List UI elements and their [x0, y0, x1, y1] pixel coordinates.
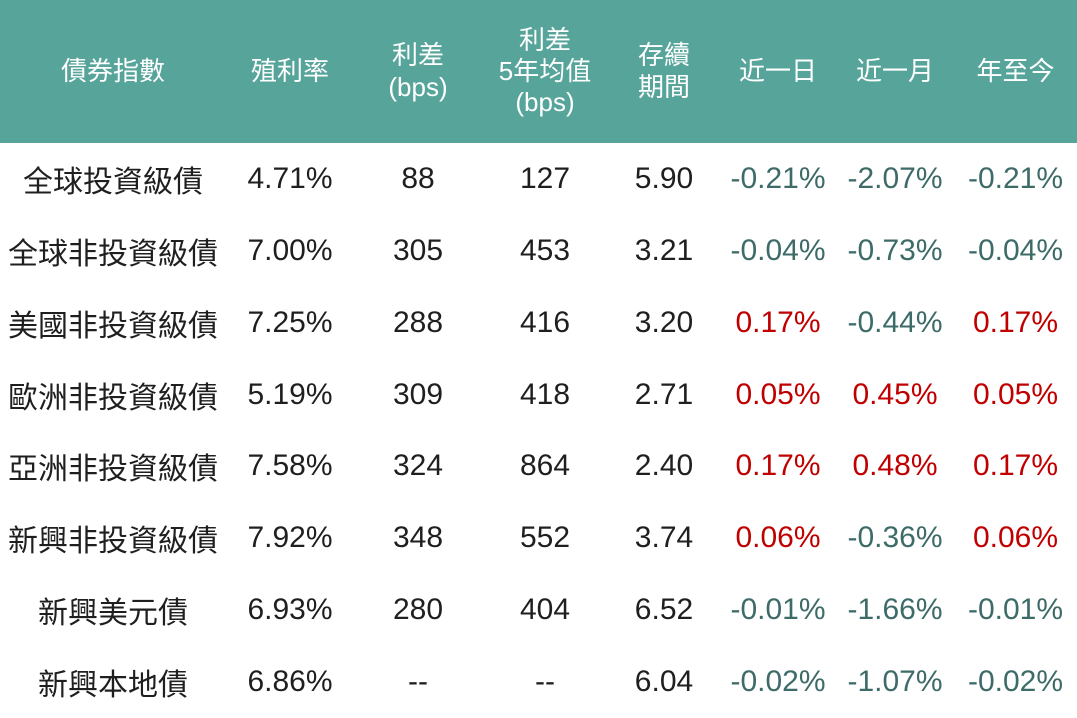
- change-ytd-value: 0.17%: [972, 305, 1059, 339]
- duration-value: 2.71: [634, 377, 694, 411]
- spread-bps-value: 88: [401, 161, 435, 195]
- yield-value: 7.58%: [247, 449, 333, 483]
- duration-value: 3.20: [634, 305, 694, 339]
- table-row: 全球非投資級債 7.00% 305 453 3.21 -0.04% -0.73%…: [0, 215, 1077, 287]
- spread-bps-value: 309: [392, 377, 444, 411]
- table-row: 新興本地債 6.86% -- -- 6.04 -0.02% -1.07% -0.…: [0, 646, 1077, 718]
- col-header-1m-change: 近一月: [855, 55, 934, 86]
- spread-5y-avg-value: 127: [519, 161, 571, 195]
- spread-5y-avg-value: 453: [519, 233, 571, 267]
- change-1d-value: -0.21%: [730, 161, 826, 195]
- change-ytd-value: -0.04%: [967, 233, 1064, 267]
- change-ytd-value: -0.21%: [967, 161, 1064, 195]
- table-row: 美國非投資級債 7.25% 288 416 3.20 0.17% -0.44% …: [0, 287, 1077, 359]
- change-1m-value: 0.45%: [852, 377, 938, 411]
- yield-value: 4.71%: [247, 161, 333, 195]
- spread-5y-avg-value: 552: [519, 521, 571, 555]
- duration-value: 5.90: [634, 161, 694, 195]
- bond-index-name: 亞洲非投資級債: [8, 453, 218, 487]
- bond-index-name: 全球投資級債: [23, 165, 203, 199]
- yield-value: 6.86%: [247, 665, 333, 699]
- col-header-yield: 殖利率: [250, 55, 329, 86]
- table-row: 全球投資級債 4.71% 88 127 5.90 -0.21% -2.07% -…: [0, 143, 1077, 215]
- change-1m-value: -0.36%: [847, 521, 943, 555]
- yield-value: 7.92%: [247, 521, 333, 555]
- spread-5y-avg-value: --: [535, 665, 555, 699]
- spread-5y-avg-value: 864: [519, 449, 571, 483]
- col-header-spread-5y-avg: 利差 5年均值 (bps): [498, 24, 592, 118]
- spread-bps-value: 280: [392, 593, 444, 627]
- change-ytd-value: -0.02%: [967, 665, 1064, 699]
- spread-5y-avg-value: 404: [519, 593, 571, 627]
- yield-value: 6.93%: [247, 593, 333, 627]
- change-1d-value: -0.01%: [730, 593, 826, 627]
- bond-index-name: 新興非投資級債: [8, 525, 218, 559]
- yield-value: 7.25%: [247, 305, 333, 339]
- table-body: 全球投資級債 4.71% 88 127 5.90 -0.21% -2.07% -…: [0, 143, 1077, 718]
- spread-bps-value: 305: [392, 233, 444, 267]
- duration-value: 6.52: [634, 593, 694, 627]
- spread-bps-value: 348: [392, 521, 444, 555]
- col-header-duration: 存續 期間: [637, 40, 690, 102]
- spread-5y-avg-value: 416: [519, 305, 571, 339]
- bond-index-name: 美國非投資級債: [8, 309, 218, 343]
- col-header-1d-change: 近一日: [738, 55, 817, 86]
- change-1d-value: -0.04%: [730, 233, 826, 267]
- change-1d-value: 0.06%: [735, 521, 821, 555]
- table-row: 歐洲非投資級債 5.19% 309 418 2.71 0.05% 0.45% 0…: [0, 359, 1077, 431]
- table-row: 亞洲非投資級債 7.58% 324 864 2.40 0.17% 0.48% 0…: [0, 431, 1077, 503]
- change-1m-value: -0.44%: [847, 305, 943, 339]
- change-1d-value: -0.02%: [730, 665, 826, 699]
- change-1m-value: -1.66%: [847, 593, 943, 627]
- change-1d-value: 0.17%: [735, 449, 821, 483]
- change-1m-value: -0.73%: [847, 233, 943, 267]
- spread-bps-value: 324: [392, 449, 444, 483]
- change-1d-value: 0.05%: [735, 377, 821, 411]
- duration-value: 3.21: [634, 233, 694, 267]
- change-ytd-value: 0.06%: [972, 521, 1059, 555]
- table-header-row: 債券指數 殖利率 利差 (bps) 利差 5年均值 (bps) 存續 期間 近一…: [0, 0, 1077, 143]
- table-row: 新興非投資級債 7.92% 348 552 3.74 0.06% -0.36% …: [0, 502, 1077, 574]
- bond-index-name: 歐洲非投資級債: [8, 381, 218, 415]
- change-1m-value: -2.07%: [847, 161, 943, 195]
- duration-value: 2.40: [634, 449, 694, 483]
- yield-value: 7.00%: [247, 233, 333, 267]
- col-header-spread-bps: 利差 (bps): [388, 40, 448, 102]
- duration-value: 3.74: [634, 521, 694, 555]
- change-ytd-value: 0.05%: [972, 377, 1059, 411]
- bond-index-name: 新興本地債: [38, 669, 188, 703]
- spread-5y-avg-value: 418: [519, 377, 571, 411]
- change-1m-value: 0.48%: [852, 449, 938, 483]
- change-1d-value: 0.17%: [735, 305, 821, 339]
- spread-bps-value: --: [408, 665, 428, 699]
- duration-value: 6.04: [634, 665, 694, 699]
- table-row: 新興美元債 6.93% 280 404 6.52 -0.01% -1.66% -…: [0, 574, 1077, 646]
- bond-index-name: 新興美元債: [38, 597, 188, 631]
- change-1m-value: -1.07%: [847, 665, 943, 699]
- change-ytd-value: 0.17%: [972, 449, 1059, 483]
- col-header-ytd-change: 年至今: [976, 55, 1055, 86]
- change-ytd-value: -0.01%: [967, 593, 1064, 627]
- spread-bps-value: 288: [392, 305, 444, 339]
- bond-index-name: 全球非投資級債: [8, 237, 218, 271]
- col-header-bond-index: 債券指數: [60, 55, 165, 86]
- yield-value: 5.19%: [247, 377, 333, 411]
